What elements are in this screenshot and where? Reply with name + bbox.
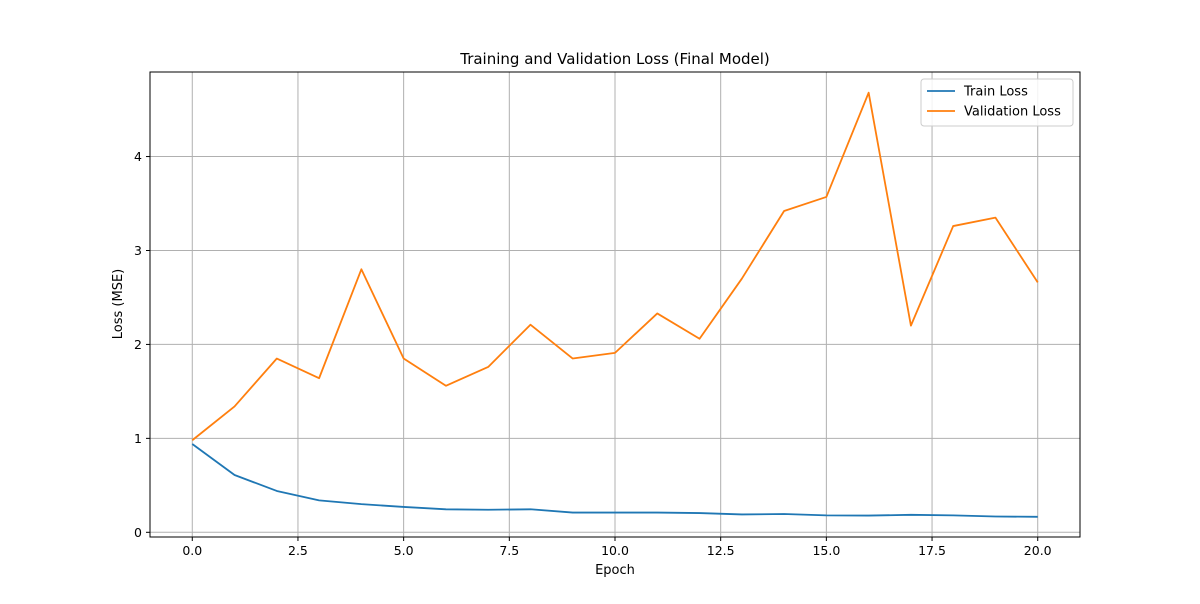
legend-box: [920, 78, 1074, 127]
legend-label-validation-loss: Validation Loss: [964, 105, 1061, 120]
x-tick-label: 12.5: [707, 543, 735, 558]
chart-title: Training and Validation Loss (Final Mode…: [459, 50, 770, 68]
y-axis-label: Loss (MSE): [111, 269, 126, 339]
validation-loss-line: [191, 91, 1039, 441]
x-tick-label: 5.0: [394, 543, 414, 558]
grid-lines: [150, 72, 1080, 537]
legend: Train Loss Validation Loss: [920, 78, 1074, 127]
y-tick-label: 0: [134, 525, 142, 540]
series-lines: [191, 91, 1039, 518]
x-axis-label: Epoch: [595, 563, 635, 578]
train-loss-line: [191, 443, 1038, 518]
y-tick-label: 2: [134, 337, 142, 352]
legend-label-train-loss: Train Loss: [963, 85, 1028, 100]
y-tick-label: 4: [134, 149, 142, 164]
x-tick-label: 15.0: [812, 543, 840, 558]
y-axis-ticks: 0 1 2 3 4: [134, 149, 150, 540]
x-tick-label: 7.5: [499, 543, 519, 558]
y-tick-label: 3: [134, 243, 142, 258]
x-tick-label: 20.0: [1024, 543, 1052, 558]
x-tick-label: 2.5: [288, 543, 308, 558]
y-tick-label: 1: [134, 431, 142, 446]
x-tick-label: 10.0: [601, 543, 629, 558]
x-tick-label: 17.5: [918, 543, 946, 558]
x-tick-label: 0.0: [182, 543, 202, 558]
x-axis-ticks: 0.0 2.5 5.0 7.5 10.0 12.5 15.0 17.5 20.0: [182, 537, 1052, 558]
